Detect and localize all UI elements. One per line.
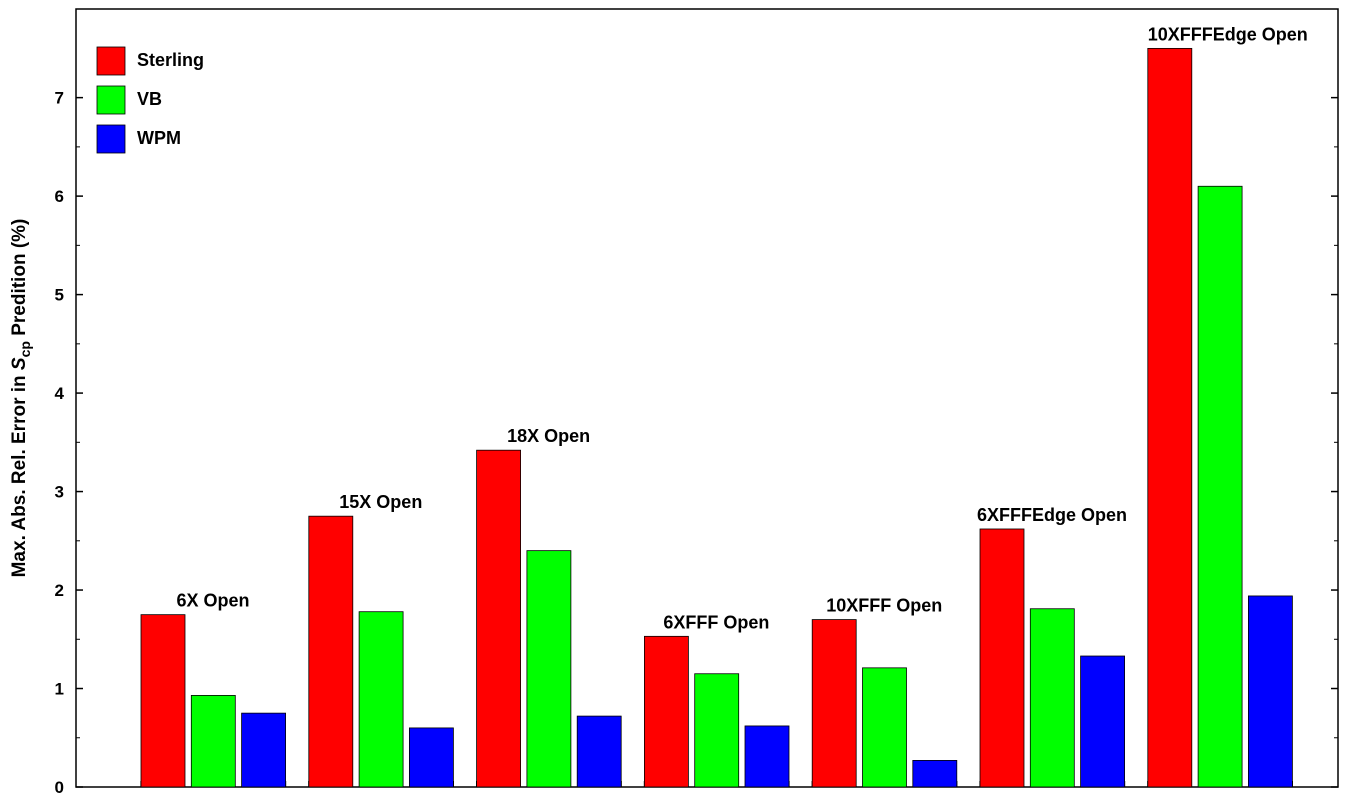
bar-vb-0 <box>190 695 236 788</box>
bar-wpm-5 <box>1080 655 1125 788</box>
category-labels: 6X Open 15X Open 18X Open 6XFFF Open 10XFFF … <box>176 24 1307 632</box>
bar-wpm-0 <box>241 712 287 788</box>
y-tick-label: 6 <box>55 187 64 206</box>
bar-sterling-4 <box>811 619 857 788</box>
bar-wpm-6 <box>1248 595 1293 788</box>
legend-swatch-sterling <box>96 46 126 76</box>
bar-vb-6 <box>1197 185 1243 788</box>
category-label: 10XFFFEdge Open <box>1148 24 1308 44</box>
legend: Sterling VB WPM <box>96 46 204 154</box>
bar-vb-4 <box>862 667 907 788</box>
bar-sterling-5 <box>979 528 1025 788</box>
y-tick-label: 3 <box>55 483 64 502</box>
bar-vb-2 <box>526 550 572 788</box>
bar-sterling-2 <box>476 449 522 788</box>
bar-vb-5 <box>1029 608 1075 788</box>
y-tick-label: 5 <box>55 286 64 305</box>
bars <box>140 47 1293 788</box>
legend-swatch-wpm <box>96 124 126 154</box>
y-axis-title-italic: S <box>9 357 30 370</box>
y-tick-label: 4 <box>55 384 65 403</box>
y-axis-title-sub: cp <box>17 341 33 357</box>
bar-wpm-2 <box>576 715 622 788</box>
y-axis-title-tail: Predition (%) <box>9 219 30 341</box>
category-label: 6XFFFEdge Open <box>977 505 1127 525</box>
category-label: 6XFFF Open <box>663 612 769 632</box>
y-axis-title-main: Max. Abs. Rel. Error in <box>9 370 30 577</box>
bar-sterling-1 <box>308 515 354 788</box>
bar-sterling-0 <box>140 614 186 788</box>
bar-vb-3 <box>694 673 740 788</box>
y-tick-label: 1 <box>55 680 64 699</box>
category-label: 18X Open <box>507 426 590 446</box>
legend-label-vb: VB <box>137 89 162 109</box>
bar-sterling-3 <box>644 635 689 788</box>
legend-label-sterling: Sterling <box>137 50 204 70</box>
legend-swatch-vb <box>96 85 126 115</box>
y-axis-title: Max. Abs. Rel. Error in Scp Predition (%… <box>9 219 33 578</box>
bar-sterling-6 <box>1147 47 1193 788</box>
y-tick-label: 0 <box>55 778 64 797</box>
bar-vb-1 <box>358 611 404 788</box>
legend-label-wpm: WPM <box>137 128 181 148</box>
category-label: 15X Open <box>339 492 422 512</box>
y-tick-label: 7 <box>55 89 64 108</box>
y-tick-label: 2 <box>55 581 64 600</box>
bar-wpm-3 <box>744 725 790 788</box>
bar-wpm-4 <box>912 760 958 788</box>
category-label: 6X Open <box>176 591 249 611</box>
category-label: 10XFFF Open <box>826 596 942 616</box>
y-axis-ticks: 0 1 2 3 4 5 6 7 <box>55 89 1338 797</box>
bar-wpm-1 <box>408 727 454 788</box>
